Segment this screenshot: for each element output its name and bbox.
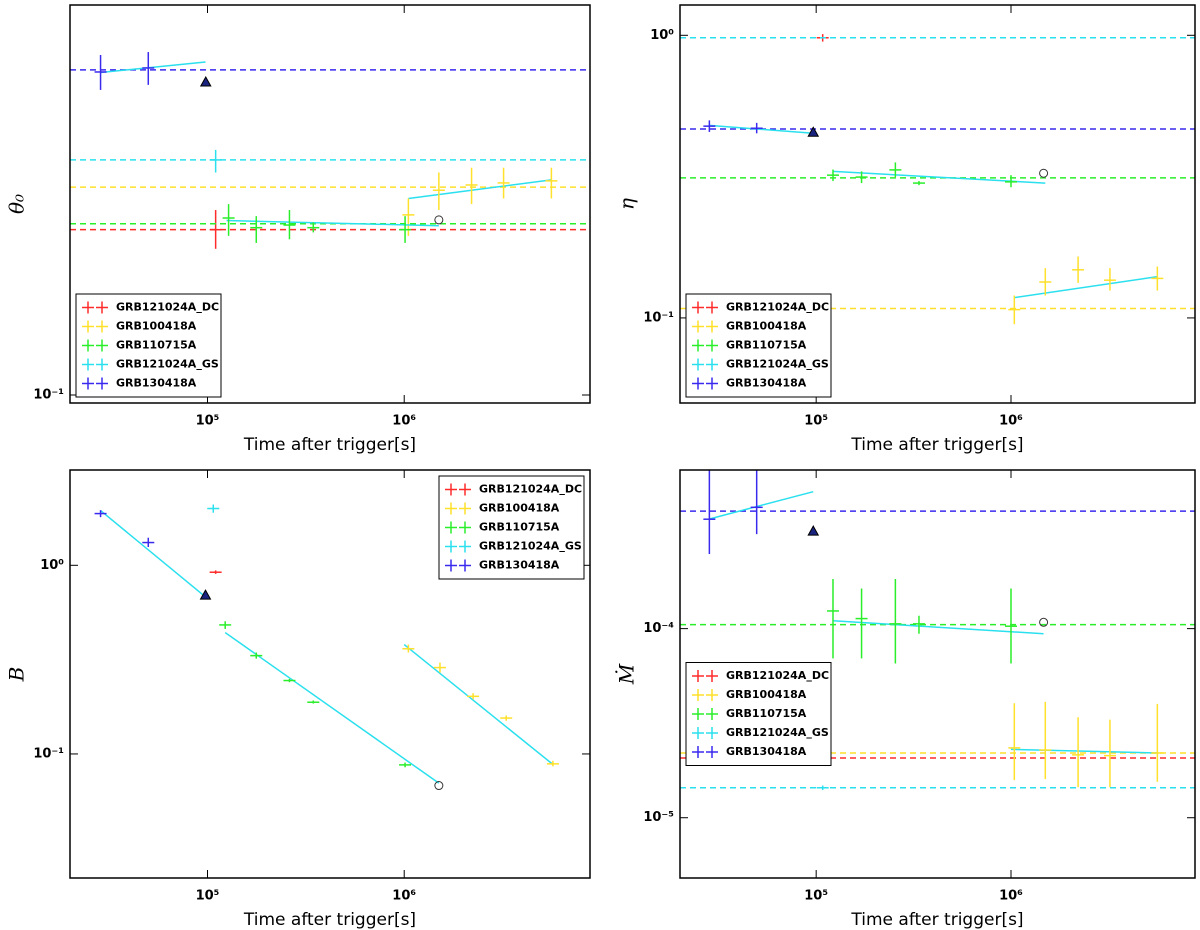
fit-line [1014,275,1158,299]
y-tick-label: 10⁻¹ [33,746,64,761]
legend: GRB121024A_DC GRB100418A GRB110715A GRB1210… [75,293,222,398]
x-tick-label: 10⁵ [196,414,220,429]
axes-frame [69,4,591,404]
fit-line [709,124,814,135]
legend-label: GRB110715A [726,339,807,352]
y-tick-label: 10⁰ [650,28,674,43]
circle-marker [1039,617,1049,627]
x-axis-label: Time after trigger[s] [243,910,416,930]
legend-label: GRB121024A_GS [116,358,219,371]
legend-label: GRB100418A [116,320,197,333]
y-axis-label: B [5,667,29,683]
legend-label: GRB130418A [726,745,807,758]
x-tick-label: 10⁵ [804,889,828,904]
circle-marker [434,781,444,791]
legend-label: GRB121024A_DC [116,301,219,314]
axes-frame [679,4,1196,404]
legend: GRB121024A_DC GRB100418A GRB110715A GRB1210… [685,293,832,398]
x-tick-label: 10⁶ [999,414,1023,429]
y-tick-label: 10⁻¹ [643,310,674,325]
legend-label: GRB121024A_DC [479,483,582,496]
legend-label: GRB110715A [726,707,807,720]
fit-line [832,620,1044,635]
panel: 10⁵ 10⁶ 10⁻¹ 10⁰ Time after trigger[s] B GRB12… [5,469,591,930]
x-tick-label: 10⁶ [392,889,416,904]
fit-line [408,179,552,200]
y-axis-label: Ṁ [615,663,639,685]
plot-area [70,52,590,249]
fit-line [1010,748,1159,754]
y-tick-label: 10⁰ [40,558,64,573]
fit-line [709,490,814,520]
legend-label: GRB130418A [116,377,197,390]
panel: 10⁵ 10⁶ 10⁻⁵ 10⁻⁴ Time after trigger[s] Ṁ GRB1… [615,469,1196,930]
x-axis-label: Time after trigger[s] [850,435,1023,455]
legend-label: GRB121024A_DC [726,301,829,314]
legend-label: GRB110715A [479,521,560,534]
legend-label: GRB100418A [726,688,807,701]
y-tick-label: 10⁻⁵ [643,810,674,825]
fit-line [224,631,440,784]
fit-line [100,510,206,598]
circle-marker [1039,168,1049,178]
legend: GRB121024A_DC GRB100418A GRB110715A GRB1210… [438,475,585,580]
x-tick-label: 10⁵ [804,414,828,429]
triangle-marker [199,589,212,600]
panel: 10⁵ 10⁶ 10⁻¹ Time after trigger[s] θ₀ GRB1210… [5,4,591,455]
x-tick-label: 10⁶ [392,414,416,429]
legend: GRB121024A_DC GRB100418A GRB110715A GRB1210… [685,662,832,766]
y-axis-label: θ₀ [5,194,29,214]
legend-label: GRB121024A_GS [726,726,829,739]
legend-label: GRB100418A [726,320,807,333]
legend-label: GRB121024A_GS [479,540,582,553]
y-axis-label: η [615,198,639,210]
triangle-marker [199,75,212,87]
y-tick-label: 10⁻¹ [33,388,64,403]
panel: 10⁵ 10⁶ 10⁻¹ 10⁰ Time after trigger[s] η GRB12… [615,4,1196,455]
x-tick-label: 10⁵ [196,889,220,904]
plot-area [94,504,559,791]
legend-label: GRB110715A [116,339,197,352]
x-tick-label: 10⁶ [999,889,1023,904]
triangle-marker [807,525,820,536]
axes-frame [679,469,1196,879]
axes-frame [69,469,591,879]
fit-line [403,643,554,766]
x-axis-label: Time after trigger[s] [243,435,416,455]
fit-line [226,219,439,227]
y-tick-label: 10⁻⁴ [643,621,674,636]
legend-label: GRB130418A [479,559,560,572]
circle-marker [434,215,444,225]
x-axis-label: Time after trigger[s] [850,910,1023,930]
legend-label: GRB121024A_GS [726,358,829,371]
triangle-marker [807,126,820,137]
legend-label: GRB121024A_DC [726,669,829,682]
legend-label: GRB100418A [479,502,560,515]
plot-area [680,34,1195,325]
legend-label: GRB130418A [726,377,807,390]
